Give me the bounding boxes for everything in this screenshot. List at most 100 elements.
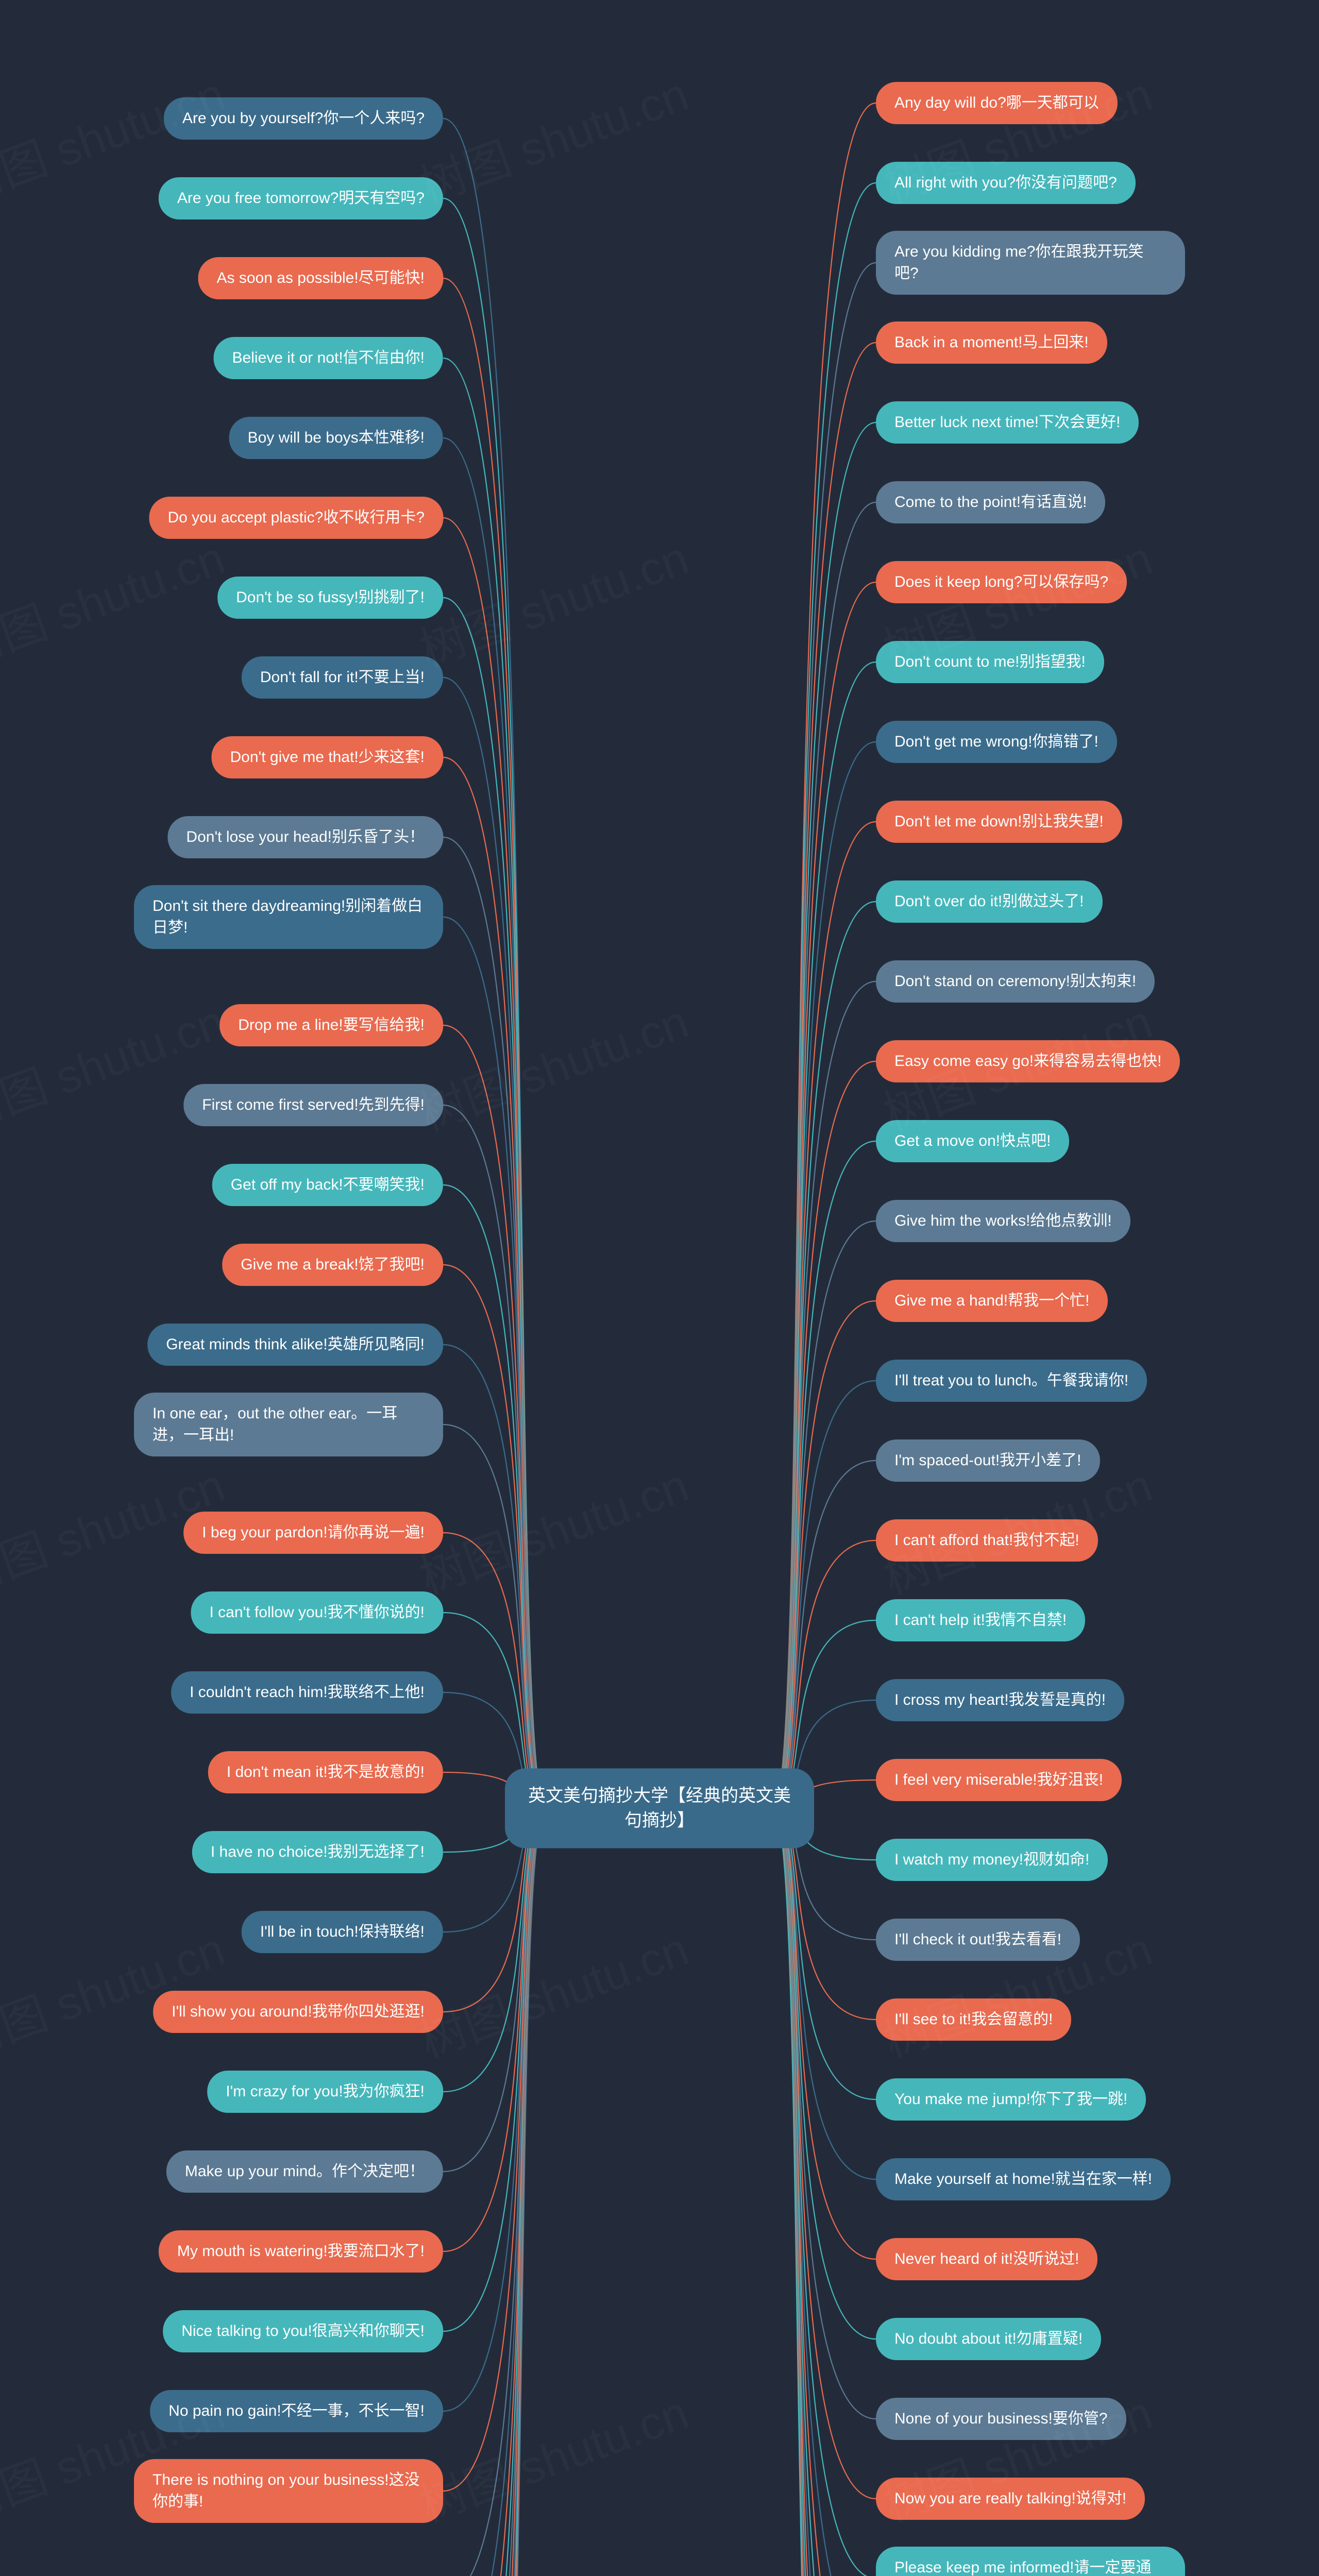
node-label: Don't let me down!别让我失望! — [894, 813, 1104, 830]
node-label: Does it keep long?可以保存吗? — [894, 573, 1108, 590]
edge — [773, 502, 876, 1808]
branch-node: Are you kidding me?你在跟我开玩笑吧? — [876, 231, 1185, 295]
edge — [443, 677, 546, 1808]
node-label: I'll see to it!我会留意的! — [894, 2011, 1053, 2028]
node-label: Don't lose your head!别乐昏了头！ — [186, 828, 425, 845]
branch-node: I don't mean it!我不是故意的! — [208, 1751, 443, 1793]
node-label: I beg your pardon!请你再说一遍! — [202, 1524, 425, 1541]
node-label: Make up your mind。作个决定吧！ — [185, 2163, 425, 2180]
branch-node: I can't help it!我情不自禁! — [876, 1599, 1085, 1641]
branch-node: Boy will be boys本性难移! — [229, 417, 443, 459]
node-label: I'm spaced-out!我开小差了! — [894, 1452, 1081, 1469]
edge — [773, 582, 876, 1808]
branch-node: Are you by yourself?你一个人来吗? — [164, 97, 443, 140]
branch-node: Don't sit there daydreaming!别闲着做白日梦! — [134, 885, 443, 949]
node-label: Don't get me wrong!你搞错了! — [894, 733, 1098, 750]
branch-node: I have no choice!我别无选择了! — [192, 1831, 443, 1873]
branch-node: Do you accept plastic?收不收行用卡? — [149, 497, 443, 539]
node-label: Great minds think alike!英雄所见略同! — [166, 1336, 425, 1353]
node-label: Get a move on!快点吧! — [894, 1132, 1051, 1149]
branch-node: Get off my back!不要嘲笑我! — [212, 1164, 443, 1206]
branch-node: I feel very miserable!我好沮丧! — [876, 1759, 1122, 1801]
branch-node: Don't lose your head!别乐昏了头！ — [167, 816, 443, 858]
node-label: Give me a hand!帮我一个忙! — [894, 1292, 1089, 1309]
branch-node: You make me jump!你下了我一跳! — [876, 2078, 1146, 2121]
edge — [443, 757, 546, 1808]
branch-node: I'll see to it!我会留意的! — [876, 1998, 1071, 2041]
branch-node: Now you are really talking!说得对! — [876, 2478, 1145, 2520]
node-label: Are you free tomorrow?明天有空吗? — [177, 190, 425, 207]
branch-node: No doubt about it!勿庸置疑! — [876, 2318, 1101, 2360]
branch-node: Any day will do?哪一天都可以 — [876, 82, 1118, 124]
branch-node: I watch my money!视财如命! — [876, 1839, 1108, 1881]
node-label: Never heard of it!没听说过! — [894, 2250, 1079, 2267]
branch-node: None of your business!要你管? — [876, 2398, 1126, 2440]
center-label: 英文美句摘抄大学【经典的英文美句摘抄】 — [528, 1786, 791, 1830]
branch-node: I can't follow you!我不懂你说的! — [191, 1591, 443, 1634]
branch-node: Are you free tomorrow?明天有空吗? — [159, 177, 443, 219]
node-label: Come to the point!有话直说! — [894, 494, 1087, 511]
node-label: There is nothing on your business!这没你的事! — [153, 2471, 420, 2510]
branch-node: Make up your mind。作个决定吧！ — [166, 2150, 443, 2193]
branch-node: Back in a moment!马上回来! — [876, 321, 1107, 364]
branch-node: I'll check it out!我去看看! — [876, 1919, 1080, 1961]
node-label: Easy come easy go!来得容易去得也快! — [894, 1053, 1161, 1070]
branch-node: I'll be in touch!保持联络! — [242, 1911, 443, 1953]
branch-node: I can't afford that!我付不起! — [876, 1519, 1098, 1562]
node-label: Better luck next time!下次会更好! — [894, 414, 1120, 431]
branch-node: Don't fall for it!不要上当! — [242, 656, 443, 699]
branch-node: I couldn't reach him!我联络不上他! — [171, 1671, 443, 1714]
branch-node: Believe it or not!信不信由你! — [214, 337, 443, 379]
branch-node: Don't over do it!别做过头了! — [876, 880, 1103, 923]
branch-node: Does it keep long?可以保存吗? — [876, 561, 1127, 603]
branch-node: Drop me a line!要写信给我! — [219, 1004, 443, 1046]
center-node: 英文美句摘抄大学【经典的英文美句摘抄】 — [505, 1768, 814, 1848]
node-label: Don't count to me!别指望我! — [894, 653, 1086, 670]
branch-node: No pain no gain!不经一事，不长一智! — [150, 2390, 443, 2432]
node-label: Please keep me informed!请一定要通知我! — [894, 2559, 1152, 2576]
node-label: I feel very miserable!我好沮丧! — [894, 1771, 1103, 1788]
node-label: Nice talking to you!很高兴和你聊天! — [181, 2323, 425, 2340]
branch-node: Don't be so fussy!别挑剔了! — [217, 577, 443, 619]
node-label: Are you kidding me?你在跟我开玩笑吧? — [894, 243, 1144, 282]
branch-node: There is nothing on your business!这没你的事! — [134, 2459, 443, 2523]
node-label: All right with you?你没有问题吧? — [894, 174, 1117, 191]
branch-node: Nice talking to you!很高兴和你聊天! — [163, 2310, 443, 2352]
node-label: Any day will do?哪一天都可以 — [894, 94, 1099, 111]
branch-node: I cross my heart!我发誓是真的! — [876, 1679, 1124, 1721]
branch-node: My mouth is watering!我要流口水了! — [159, 2230, 443, 2273]
branch-node: Don't get me wrong!你搞错了! — [876, 721, 1117, 763]
edge — [773, 422, 876, 1808]
node-label: No pain no gain!不经一事，不长一智! — [168, 2402, 425, 2419]
node-label: I'll show you around!我带你四处逛逛! — [172, 2003, 425, 2020]
node-label: No doubt about it!勿庸置疑! — [894, 2330, 1083, 2347]
node-label: Don't fall for it!不要上当! — [260, 669, 425, 686]
branch-node: Make yourself at home!就当在家一样! — [876, 2158, 1171, 2200]
branch-node: I'll show you around!我带你四处逛逛! — [153, 1991, 443, 2033]
branch-node: Give me a break!饶了我吧! — [222, 1244, 443, 1286]
node-label: Get off my back!不要嘲笑我! — [231, 1176, 425, 1193]
node-label: Believe it or not!信不信由你! — [232, 349, 425, 366]
node-label: In one ear，out the other ear。一耳进，一耳出! — [153, 1405, 397, 1444]
branch-node: Don't count to me!别指望我! — [876, 641, 1104, 683]
node-label: Don't over do it!别做过头了! — [894, 893, 1084, 910]
node-label: Make yourself at home!就当在家一样! — [894, 2171, 1152, 2188]
node-label: Give him the works!给他点教训! — [894, 1212, 1112, 1229]
node-label: Do you accept plastic?收不收行用卡? — [167, 509, 425, 526]
edge — [773, 343, 876, 1808]
node-label: Don't sit there daydreaming!别闲着做白日梦! — [153, 897, 422, 936]
branch-node: Don't give me that!少来这套! — [211, 736, 443, 778]
node-label: I'll be in touch!保持联络! — [260, 1923, 425, 1940]
node-label: Don't stand on ceremony!别太拘束! — [894, 973, 1136, 990]
branch-node: I'm spaced-out!我开小差了! — [876, 1439, 1100, 1482]
branch-node: Don't stand on ceremony!别太拘束! — [876, 960, 1155, 1003]
edge — [443, 438, 546, 1808]
node-label: Give me a break!饶了我吧! — [241, 1256, 425, 1273]
branch-node: First come first served!先到先得! — [183, 1084, 443, 1126]
branch-node: I'm crazy for you!我为你疯狂! — [207, 2071, 443, 2113]
node-label: Are you by yourself?你一个人来吗? — [182, 110, 425, 127]
branch-node: Give me a hand!帮我一个忙! — [876, 1280, 1108, 1322]
branch-node: As soon as possible!尽可能快! — [198, 257, 444, 299]
branch-node: I'll treat you to lunch。午餐我请你! — [876, 1360, 1147, 1402]
node-label: I'll check it out!我去看看! — [894, 1931, 1061, 1948]
